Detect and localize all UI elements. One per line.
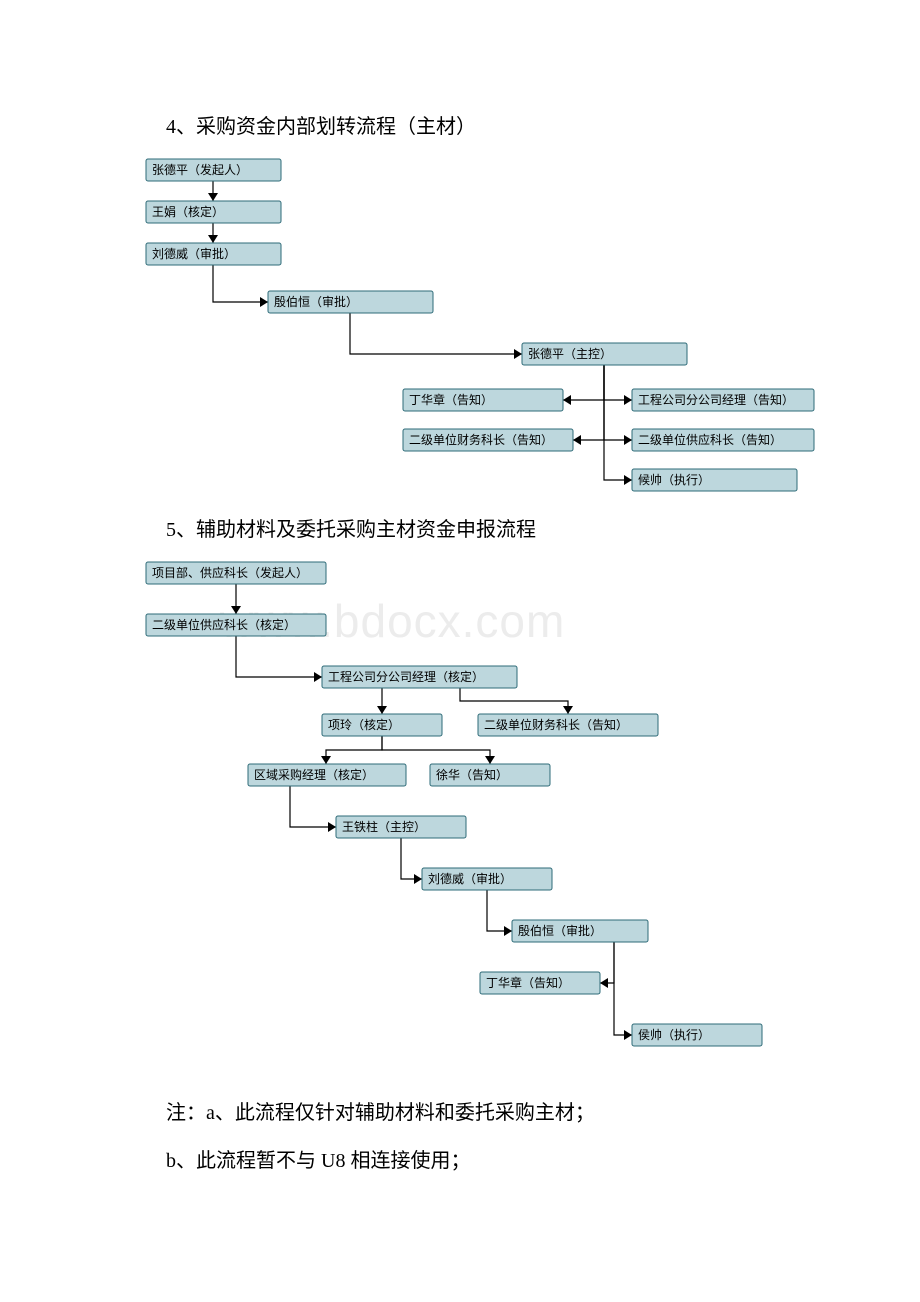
flow-node-label: 二级单位供应科长（告知） — [638, 432, 782, 447]
flowchart-4-svg: 张德平（发起人） 王娟（核定） 刘德威（审批） 殷伯恒（审批） 张德平（主控） 丁华章（告… — [140, 153, 840, 495]
flow-node-label: 项目部、供应科长（发起人） — [152, 565, 308, 580]
flow-node-label: 王娟（核定） — [152, 204, 224, 219]
flow-node-label: 工程公司分公司经理（核定） — [328, 669, 484, 684]
flow-node-label: 丁华章（告知） — [486, 975, 570, 990]
flow-node-label: 区域采购经理（核定） — [254, 767, 374, 782]
flow-node-label: 张德平（主控） — [528, 346, 612, 361]
flow-node-label: 工程公司分公司经理（告知） — [638, 392, 794, 407]
flow-node-label: 二级单位财务科长（告知） — [484, 717, 628, 732]
flow-node-label: 徐华（告知） — [436, 767, 508, 782]
flow-node-label: 二级单位供应科长（核定） — [152, 617, 296, 632]
heading-4: 4、采购资金内部划转流程（主材） — [166, 110, 780, 139]
flow-node-label: 丁华章（告知） — [409, 392, 493, 407]
note-b: b、此流程暂不与 U8 相连接使用； — [166, 1142, 780, 1180]
flowchart-5-svg: 项目部、供应科长（发起人） 二级单位供应科长（核定） 工程公司分公司经理（核定） 项玲… — [140, 556, 840, 1076]
flowchart-5: www.bdocx.com 项目部、供应科长（发起人）二级单位供应科长（核定）工… — [140, 556, 780, 1076]
flow-node-label: 候帅（执行） — [638, 473, 710, 487]
flow-node-label: 王铁柱（主控） — [342, 819, 426, 834]
page: 4、采购资金内部划转流程（主材） 张德平（发起人） 王娟（核定） 刘德威（审批） 殷伯… — [0, 0, 920, 1250]
heading-5: 5、辅助材料及委托采购主材资金申报流程 — [166, 513, 780, 542]
flow-node-label: 殷伯恒（审批） — [274, 294, 358, 309]
flow-node-label: 张德平（发起人） — [152, 162, 248, 177]
flow-node-label: 刘德威（审批） — [152, 246, 236, 261]
flow-node-label: 刘德威（审批） — [428, 871, 512, 886]
note-a: 注：a、此流程仅针对辅助材料和委托采购主材； — [166, 1094, 780, 1132]
flow-node-label: 殷伯恒（审批） — [518, 923, 602, 938]
flow-node-label: 侯帅（执行） — [638, 1028, 710, 1042]
flow-node-label: 项玲（核定） — [328, 717, 400, 732]
flowchart-4: 张德平（发起人） 王娟（核定） 刘德威（审批） 殷伯恒（审批） 张德平（主控） 丁华章（告… — [140, 153, 780, 495]
flow-node-label: 二级单位财务科长（告知） — [409, 432, 553, 447]
